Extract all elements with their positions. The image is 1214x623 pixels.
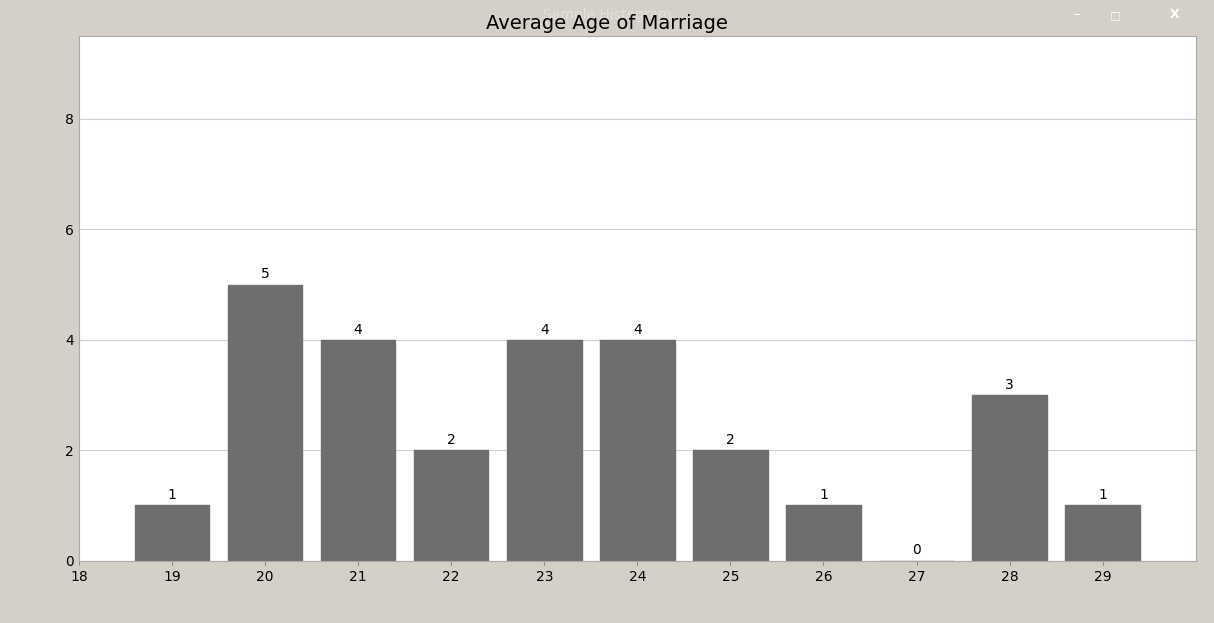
Bar [787, 505, 861, 561]
Bar [228, 285, 302, 561]
Text: Sample Histogram: Sample Histogram [543, 8, 671, 22]
Bar [507, 340, 582, 561]
Text: 5: 5 [261, 267, 270, 282]
Bar [972, 395, 1046, 561]
Bar [693, 450, 767, 561]
Text: 4: 4 [540, 323, 549, 336]
Text: 0: 0 [912, 543, 921, 558]
Bar [600, 340, 675, 561]
Text: 3: 3 [1005, 378, 1014, 392]
Bar [320, 340, 396, 561]
Text: X: X [1170, 9, 1179, 21]
Text: 4: 4 [353, 323, 363, 336]
Text: 2: 2 [726, 433, 734, 447]
Text: 1: 1 [819, 488, 828, 502]
Text: 2: 2 [447, 433, 455, 447]
Text: 1: 1 [1099, 488, 1107, 502]
Bar [135, 505, 209, 561]
Bar [1066, 505, 1140, 561]
Text: 4: 4 [632, 323, 642, 336]
Bar [414, 450, 488, 561]
Text: –: – [1073, 9, 1079, 21]
Text: Average Age of Marriage: Average Age of Marriage [486, 14, 728, 33]
Text: 1: 1 [168, 488, 176, 502]
Text: □: □ [1111, 10, 1121, 20]
